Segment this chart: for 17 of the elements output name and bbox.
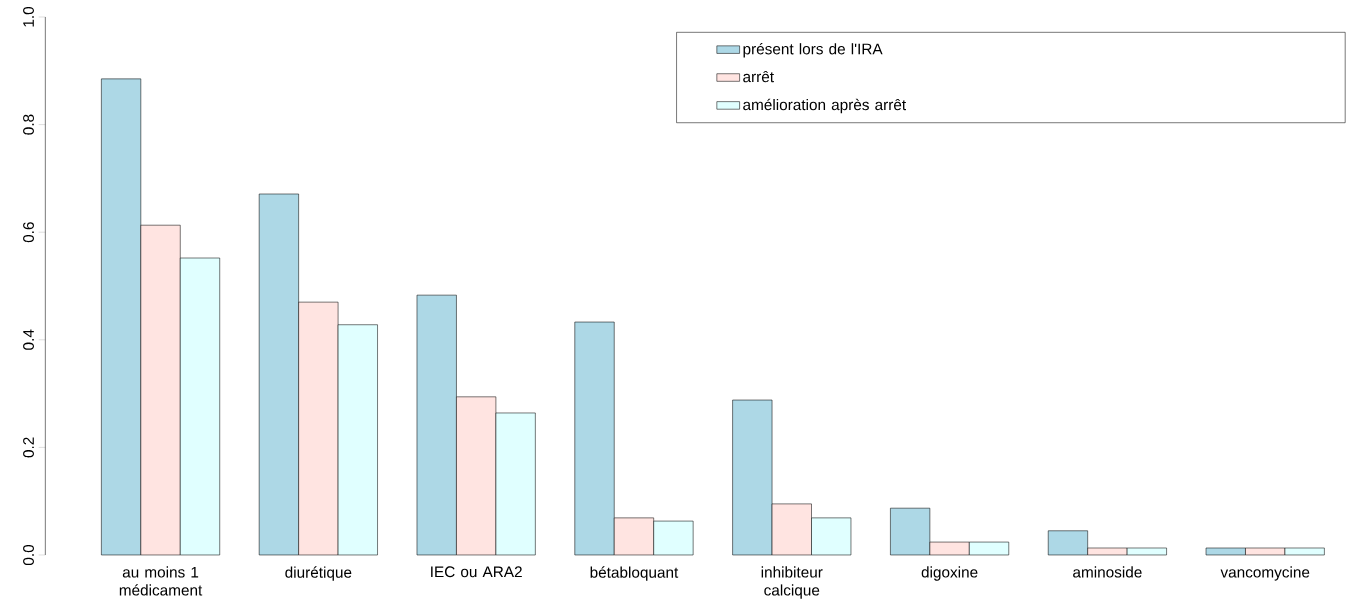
legend-label: présent lors de l'IRA bbox=[743, 42, 883, 58]
x-tick-label: au moins 1 médicament bbox=[119, 566, 203, 596]
y-tick-label: 1.0 bbox=[23, 6, 34, 27]
legend-label: amélioration après arrêt bbox=[743, 98, 906, 114]
x-tick-label: diurétique bbox=[285, 566, 352, 581]
x-tick-label: vancomycine bbox=[1220, 566, 1310, 581]
y-tick-label: 0.8 bbox=[23, 114, 34, 135]
x-tick-label: bétabloquant bbox=[590, 566, 679, 581]
x-tick-label: digoxine bbox=[921, 566, 978, 581]
x-tick-label: aminoside bbox=[1073, 566, 1142, 578]
y-tick-label: 0.0 bbox=[23, 544, 34, 566]
y-tick-label: 0.4 bbox=[23, 329, 34, 350]
y-tick-label: 0.6 bbox=[23, 222, 34, 243]
legend-label: arrêt bbox=[743, 70, 774, 83]
x-tick-label: inhibiteur calcique bbox=[761, 566, 823, 599]
x-tick-label: IEC ou ARA2 bbox=[431, 566, 522, 578]
y-tick-label: 0.2 bbox=[23, 437, 34, 458]
